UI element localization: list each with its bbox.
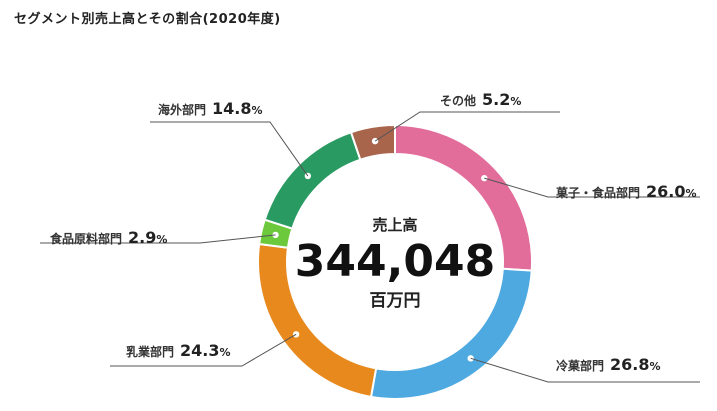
leader-line: [150, 121, 309, 177]
slice-label-value: 26.8: [610, 355, 649, 374]
leader-line: [110, 333, 297, 367]
center-label: 売上高: [372, 216, 417, 234]
slice-labels: 菓子・食品部門 26.0% 冷菓部門 26.8% 乳業部門 24.3% 食品原料部門 2.9%…: [49, 90, 697, 374]
center-block: 売上高 344,048 百万円: [295, 216, 495, 311]
leader-dot: [371, 137, 379, 145]
leader-line: [470, 357, 700, 383]
slice-label-percent: %: [220, 346, 231, 359]
slice-label-value: 5.2: [482, 90, 510, 109]
slice-label-percent: %: [650, 360, 661, 373]
leader-line: [374, 111, 560, 142]
slice-label-percent: %: [252, 104, 263, 117]
donut-slice: [263, 130, 362, 230]
slice-label: 海外部門 14.8%: [158, 99, 263, 118]
slice-label-percent: %: [156, 233, 167, 246]
leader-dot: [467, 355, 474, 362]
slice-label-name: 海外部門: [158, 102, 206, 117]
center-unit: 百万円: [370, 291, 421, 311]
donut-slices: [257, 123, 533, 400]
slice-label-name: 菓子・食品部門: [555, 185, 640, 200]
leader-lines: [40, 111, 700, 383]
slice-label: その他 5.2%: [440, 90, 521, 109]
slice-label-name: 食品原料部門: [49, 231, 122, 246]
slice-label-percent: %: [686, 187, 697, 200]
slice-label: 菓子・食品部門 26.0%: [555, 182, 697, 201]
slice-label-value: 2.9: [128, 228, 156, 247]
slice-label-name: その他: [440, 93, 476, 108]
slice-label-percent: %: [510, 95, 521, 108]
slice-label-value: 24.3: [180, 341, 219, 360]
slice-label: 食品原料部門 2.9%: [49, 228, 167, 247]
slice-label-value: 26.0: [646, 182, 685, 201]
donut-slice: [369, 267, 533, 400]
slice-label: 冷菓部門 26.8%: [556, 355, 661, 374]
slice-label-value: 14.8: [212, 99, 251, 118]
slice-label-name: 乳業部門: [126, 344, 174, 359]
leader-line: [40, 234, 276, 244]
center-value: 344,048: [295, 236, 495, 287]
slice-label: 乳業部門 24.3%: [126, 341, 231, 360]
leader-line: [484, 177, 700, 198]
chart-title: セグメント別売上高とその割合(2020年度): [14, 12, 281, 27]
slice-label-name: 冷菓部門: [556, 358, 604, 373]
